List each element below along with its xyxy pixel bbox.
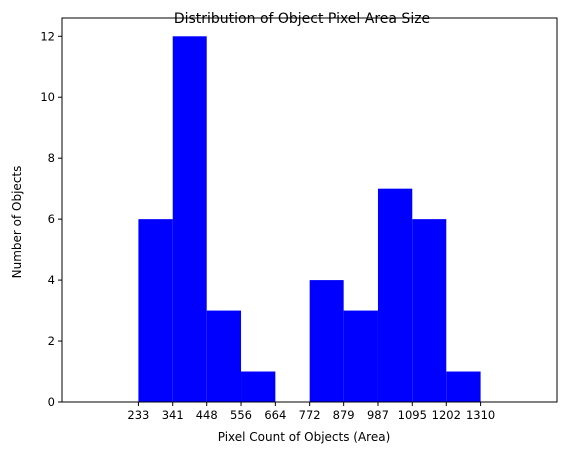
histogram-bar bbox=[207, 311, 241, 402]
histogram-bar bbox=[173, 36, 207, 402]
histogram-bar bbox=[378, 189, 412, 402]
y-tick-label: 12 bbox=[40, 29, 55, 43]
x-axis-label: Pixel Count of Objects (Area) bbox=[218, 430, 391, 444]
x-tick-label: 1095 bbox=[398, 408, 427, 422]
y-axis-ticks: 0 2 4 6 8 10 12 bbox=[40, 29, 62, 409]
x-tick-label: 664 bbox=[264, 408, 286, 422]
x-tick-label: 556 bbox=[230, 408, 252, 422]
x-tick-label: 341 bbox=[162, 408, 184, 422]
y-tick-label: 4 bbox=[48, 273, 55, 287]
histogram-bar bbox=[138, 219, 172, 402]
x-tick-label: 1202 bbox=[432, 408, 461, 422]
bars-group bbox=[138, 36, 480, 402]
histogram-bar bbox=[446, 372, 480, 402]
x-tick-label: 448 bbox=[196, 408, 218, 422]
y-axis-label: Number of Objects bbox=[10, 166, 24, 279]
x-tick-label: 987 bbox=[367, 408, 389, 422]
x-axis-ticks: 233 341 448 556 664 772 879 987 1095 1202 1310 bbox=[127, 402, 495, 422]
x-tick-label: 772 bbox=[299, 408, 321, 422]
x-tick-label: 1310 bbox=[466, 408, 495, 422]
y-tick-label: 10 bbox=[40, 90, 55, 104]
histogram-bar bbox=[310, 280, 344, 402]
x-tick-label: 233 bbox=[127, 408, 149, 422]
x-tick-label: 879 bbox=[333, 408, 355, 422]
chart-title: Distribution of Object Pixel Area Size bbox=[174, 11, 430, 27]
y-tick-label: 6 bbox=[48, 212, 55, 226]
y-tick-label: 8 bbox=[48, 151, 55, 165]
plot-frame bbox=[62, 18, 557, 402]
histogram-bar bbox=[344, 311, 378, 402]
histogram-bar bbox=[241, 372, 275, 402]
y-tick-label: 0 bbox=[48, 395, 55, 409]
y-tick-label: 2 bbox=[48, 334, 55, 348]
histogram-bar bbox=[412, 219, 446, 402]
